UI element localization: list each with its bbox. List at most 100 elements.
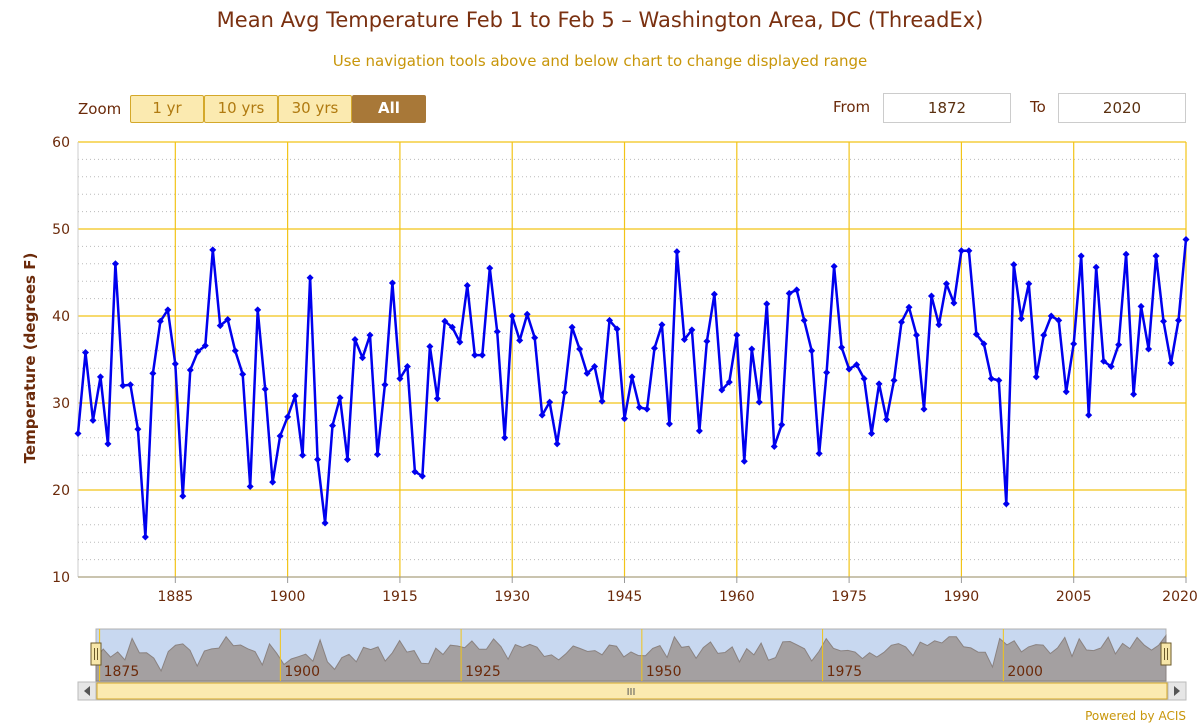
data-point[interactable] [778,421,786,429]
data-point[interactable] [1032,373,1040,381]
data-point[interactable] [1025,280,1033,288]
data-point[interactable] [418,472,426,480]
data-point[interactable] [965,247,973,255]
data-point[interactable] [703,337,711,345]
data-point[interactable] [104,440,112,448]
zoom-30yrs-button[interactable]: 30 yrs [278,95,352,123]
zoom-1yr-button[interactable]: 1 yr [130,95,204,123]
data-point[interactable] [890,376,898,384]
data-point[interactable] [344,456,352,464]
data-point[interactable] [1010,261,1018,269]
zoom-all-button[interactable]: All [352,95,426,123]
data-point[interactable] [164,306,172,314]
data-point[interactable] [613,325,621,333]
data-point[interactable] [194,348,202,356]
data-point[interactable] [673,248,681,256]
data-point[interactable] [216,322,224,330]
data-point[interactable] [299,451,307,459]
data-point[interactable] [725,378,733,386]
data-point[interactable] [523,310,531,318]
data-point[interactable] [254,306,262,314]
data-point[interactable] [291,392,299,400]
data-point[interactable] [231,347,239,355]
data-point[interactable] [823,369,831,377]
data-point[interactable] [785,289,793,297]
data-point[interactable] [920,405,928,413]
to-input[interactable]: 2020 [1058,93,1186,123]
data-point[interactable] [643,405,651,413]
data-point[interactable] [246,483,254,491]
data-point[interactable] [748,345,756,353]
data-point[interactable] [126,381,134,389]
data-point[interactable] [224,315,232,323]
data-point[interactable] [875,380,883,388]
data-point[interactable] [201,342,209,350]
data-point[interactable] [1002,500,1010,508]
data-point[interactable] [186,366,194,374]
from-input[interactable]: 1872 [883,93,1011,123]
scrollbar[interactable]: III [77,681,1187,701]
data-point[interactable] [141,533,149,541]
data-point[interactable] [935,321,943,329]
data-point[interactable] [740,457,748,465]
data-point[interactable] [463,282,471,290]
data-point[interactable] [171,360,179,368]
data-point[interactable] [1055,316,1063,324]
data-point[interactable] [1100,357,1108,365]
data-point[interactable] [650,344,658,352]
data-point[interactable] [516,336,524,344]
data-point[interactable] [927,292,935,300]
data-point[interactable] [710,290,718,298]
data-point[interactable] [845,365,853,373]
data-point[interactable] [358,354,366,362]
data-point[interactable] [853,361,861,369]
data-point[interactable] [134,425,142,433]
data-point[interactable] [912,331,920,339]
data-point[interactable] [598,397,606,405]
data-point[interactable] [1062,388,1070,396]
data-point[interactable] [987,375,995,383]
data-point[interactable] [1085,411,1093,419]
data-point[interactable] [493,328,501,336]
data-point[interactable] [995,376,1003,384]
data-point[interactable] [838,343,846,351]
data-point[interactable] [658,321,666,329]
data-point[interactable] [733,331,741,339]
data-point[interactable] [89,416,97,424]
data-point[interactable] [980,340,988,348]
data-point[interactable] [1077,252,1085,260]
navigator[interactable]: 1875 1900 1925 1950 1975 2000 [90,628,1172,682]
data-point[interactable] [606,316,614,324]
data-point[interactable] [815,449,823,457]
data-point[interactable] [373,450,381,458]
data-point[interactable] [1175,316,1183,324]
data-point[interactable] [209,246,217,254]
data-point[interactable] [1047,312,1055,320]
data-point[interactable] [583,369,591,377]
data-point[interactable] [591,362,599,370]
data-point[interactable] [680,335,688,343]
data-point[interactable] [763,300,771,308]
data-point[interactable] [576,345,584,353]
data-point[interactable] [688,326,696,334]
data-point[interactable] [81,349,89,357]
data-point[interactable] [388,279,396,287]
data-point[interactable] [149,369,157,377]
zoom-10yrs-button[interactable]: 10 yrs [204,95,278,123]
data-point[interactable] [695,427,703,435]
data-point[interactable] [456,338,464,346]
data-point[interactable] [665,420,673,428]
data-point[interactable] [1017,315,1025,323]
data-point[interactable] [119,382,127,390]
data-point[interactable] [1092,263,1100,271]
data-point[interactable] [898,318,906,326]
data-point[interactable] [950,299,958,307]
data-point[interactable] [396,375,404,383]
data-point[interactable] [538,411,546,419]
data-point[interactable] [486,264,494,272]
data-point[interactable] [381,381,389,389]
data-point[interactable] [261,385,269,393]
data-point[interactable] [1107,362,1115,370]
data-point[interactable] [546,398,554,406]
data-point[interactable] [501,434,509,442]
